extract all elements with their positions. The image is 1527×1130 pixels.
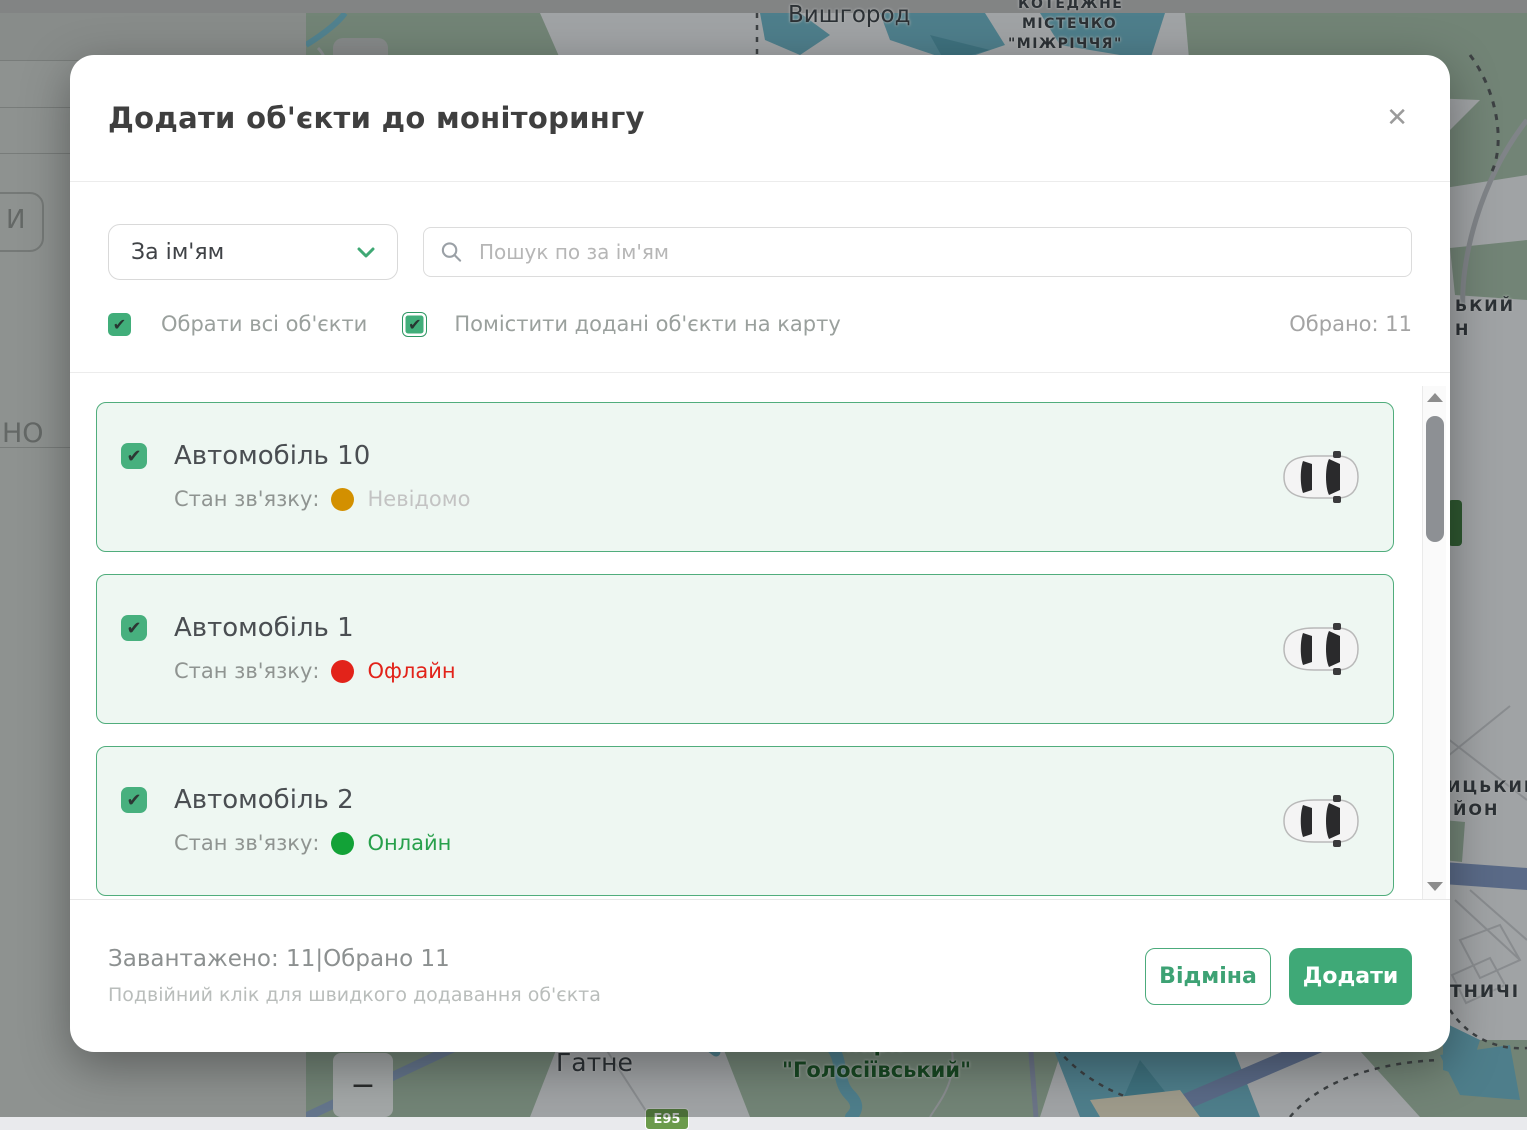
status-value: Невідомо xyxy=(367,487,471,511)
background-text-fragment: И xyxy=(6,205,26,235)
item-title: Автомобіль 10 xyxy=(174,441,371,471)
list-scrollbar[interactable] xyxy=(1422,386,1446,899)
item-checkbox[interactable]: ✔ xyxy=(121,787,147,813)
map-label-cottage-1: КОТЕДЖНЕ xyxy=(1018,0,1124,12)
close-icon[interactable]: ✕ xyxy=(1386,103,1408,133)
chevron-down-icon xyxy=(357,247,375,257)
footer-texts: Завантажено: 11|Обрано 11 Подвійний клік… xyxy=(108,946,601,1006)
item-title: Автомобіль 1 xyxy=(174,613,354,643)
add-objects-modal: Додати об'єкти до моніторингу ✕ За ім'ям… xyxy=(70,55,1450,1052)
map-label-cottage-3: "МІЖРІЧЧЯ" xyxy=(1008,36,1123,52)
scroll-down-arrow-icon[interactable] xyxy=(1426,882,1443,891)
car-icon xyxy=(1283,623,1359,675)
status-dot xyxy=(331,487,355,511)
map-label-park: "Голосіївський" xyxy=(782,1058,972,1082)
map-label-cottage-2: МІСТЕЧКО xyxy=(1022,16,1118,32)
select-all-checkbox[interactable]: ✔ xyxy=(108,312,131,336)
search-input[interactable] xyxy=(476,239,1395,265)
list-item[interactable]: ✔ Автомобіль 1 Стан зв'язку: Офлайн xyxy=(96,574,1394,724)
status-dot xyxy=(331,659,355,683)
modal-title: Додати об'єкти до моніторингу xyxy=(108,101,645,135)
modal-header: Додати об'єкти до моніторингу ✕ xyxy=(70,55,1450,182)
map-label-district-fragment: ЙОН xyxy=(1453,800,1500,819)
status-value: Онлайн xyxy=(367,831,452,855)
item-title: Автомобіль 2 xyxy=(174,785,354,815)
add-button[interactable]: Додати xyxy=(1289,947,1412,1005)
cancel-button[interactable]: Відміна xyxy=(1145,947,1271,1005)
map-label-town: Вишгород xyxy=(788,2,911,28)
status-label: Стан зв'язку: xyxy=(174,831,320,855)
selected-counter: Обрано: 11 xyxy=(1289,312,1412,336)
status-dot xyxy=(331,831,355,855)
item-checkbox[interactable]: ✔ xyxy=(121,615,147,641)
background-text-fragment: НО xyxy=(2,418,44,449)
map-label-village-fragment: ТНИЧІ xyxy=(1450,982,1521,1002)
list-item[interactable]: ✔ Автомобіль 2 Стан зв'язку: Онлайн xyxy=(96,746,1394,896)
map-label-town: Гатне xyxy=(556,1048,633,1077)
minus-icon: − xyxy=(350,1067,376,1103)
status-value: Офлайн xyxy=(367,659,456,683)
item-checkbox[interactable]: ✔ xyxy=(121,443,147,469)
map-label-district-fragment: Н xyxy=(1455,320,1471,339)
place-on-map-checkbox[interactable]: ✔ xyxy=(403,312,427,336)
double-click-hint: Подвійний клік для швидкого додавання об… xyxy=(108,984,601,1006)
modal-footer: Завантажено: 11|Обрано 11 Подвійний клік… xyxy=(70,899,1450,1052)
status-label: Стан зв'язку: xyxy=(174,659,320,683)
background-topbar xyxy=(0,0,1527,13)
place-on-map-label: Помістити додані об'єкти на карту xyxy=(454,312,841,336)
list-item[interactable]: ✔ Автомобіль 10 Стан зв'язку: Невідомо xyxy=(96,402,1394,552)
map-zoom-out-control[interactable]: − xyxy=(333,1053,393,1117)
loaded-selected-counter: Завантажено: 11|Обрано 11 xyxy=(108,946,450,972)
background-button-fragment xyxy=(0,192,44,252)
search-field-dropdown[interactable]: За ім'ям xyxy=(108,224,398,280)
select-all-label: Обрати всі об'єкти xyxy=(161,312,368,336)
map-label-district-fragment: ЬКИЙ xyxy=(1455,296,1516,315)
modal-controls: За ім'ям ✔ Обрати всі об'єкти ✔ Помістит… xyxy=(70,182,1450,336)
scrollbar-thumb[interactable] xyxy=(1425,416,1444,542)
search-box[interactable] xyxy=(423,227,1412,277)
dropdown-value: За ім'ям xyxy=(131,239,225,265)
objects-list: ✔ Автомобіль 10 Стан зв'язку: Невідомо xyxy=(70,372,1450,899)
status-label: Стан зв'язку: xyxy=(174,487,320,511)
car-icon xyxy=(1283,795,1359,847)
car-icon xyxy=(1283,451,1359,503)
scroll-up-arrow-icon[interactable] xyxy=(1426,393,1443,402)
search-icon xyxy=(441,242,462,262)
